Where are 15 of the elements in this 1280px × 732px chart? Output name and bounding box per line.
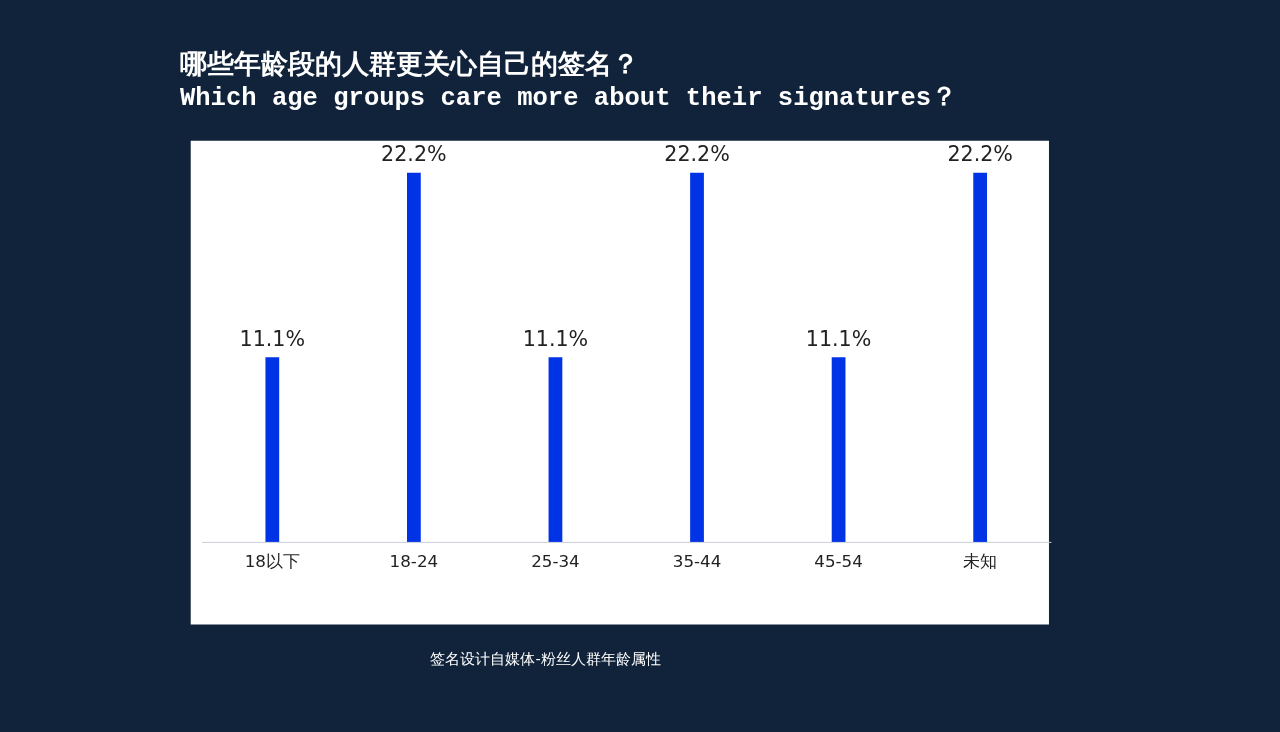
x-tick-label: 18-24 <box>389 550 439 571</box>
data-label: 22.2% <box>381 141 447 166</box>
data-label: 11.1% <box>239 326 306 351</box>
data-label: 11.1% <box>522 326 589 351</box>
data-label: 22.2% <box>664 141 730 166</box>
text: 签名设计自媒体-粉丝人群年龄属性 <box>430 649 661 667</box>
chart-title: 哪些年龄段的人群更关心自己的签名？ <box>179 47 639 79</box>
chart-subtitle: Which age groups care more about their signatures？ <box>179 84 958 114</box>
x-tick-label: 未知 <box>963 550 998 571</box>
data-label: 11.1% <box>805 326 872 351</box>
x-tick-label: 25-34 <box>531 550 580 571</box>
x-tick-label: 35-44 <box>672 550 722 571</box>
x-tick-label: 45-54 <box>814 550 863 571</box>
x-tick-label: 18以下 <box>244 550 300 571</box>
data-label: 22.2% <box>947 141 1013 166</box>
